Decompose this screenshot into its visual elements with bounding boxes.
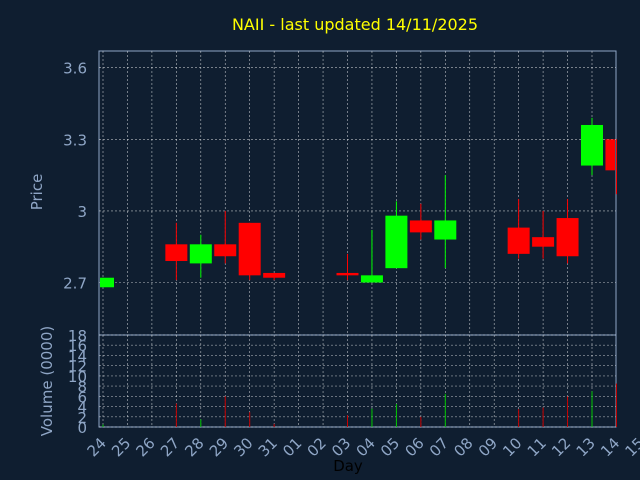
candle-body xyxy=(409,220,432,233)
volume-axis-label: Volume (0000) xyxy=(38,326,56,436)
volume-plot-frame xyxy=(98,334,617,428)
volume-tick-label: 12 xyxy=(68,358,87,376)
volume-bars xyxy=(102,383,617,427)
candle-body xyxy=(556,218,579,257)
candles xyxy=(100,117,617,288)
candle-body xyxy=(238,222,261,276)
candle-body xyxy=(360,275,383,283)
volume-tick-label: 2 xyxy=(77,409,87,427)
candle-body xyxy=(605,139,615,171)
price-tick-label: 3.3 xyxy=(63,131,87,149)
price-tick-labels: 2.7 3 3.3 3.6 xyxy=(63,60,87,293)
volume-tick-label: 4 xyxy=(77,399,87,417)
volume-tick-label: 8 xyxy=(77,378,87,396)
volume-tick-label: 10 xyxy=(68,368,87,386)
volume-tick-label: 14 xyxy=(68,347,87,365)
candle-body xyxy=(189,244,212,264)
candle-body xyxy=(434,220,457,240)
volume-tick-label: 0 xyxy=(77,419,87,437)
volume-tick-label: 6 xyxy=(77,388,87,406)
price-tick-label: 3 xyxy=(77,203,87,221)
x-axis-label: Day xyxy=(333,457,363,475)
x-tick-labels: 2425262728293031010203040506070809101112… xyxy=(84,434,640,460)
candle-body xyxy=(581,124,603,166)
price-tick-label: 2.7 xyxy=(63,274,87,292)
price-tick-label: 3.6 xyxy=(63,60,87,78)
candle-body xyxy=(214,244,237,257)
candle-body xyxy=(336,272,359,276)
candle-body xyxy=(263,272,286,278)
candle-body xyxy=(100,277,114,288)
price-panel: 2.7 3 3.3 3.6 xyxy=(63,50,617,336)
candle-body xyxy=(507,227,530,254)
volume-tick-label: 16 xyxy=(68,337,87,355)
candle-body xyxy=(385,215,408,269)
price-axis-label: Price xyxy=(28,174,46,211)
candle-body xyxy=(165,244,188,262)
volume-tick-label: 18 xyxy=(68,327,87,345)
chart-title: NAII - last updated 14/11/2025 xyxy=(232,15,478,34)
candle-body xyxy=(532,237,555,247)
